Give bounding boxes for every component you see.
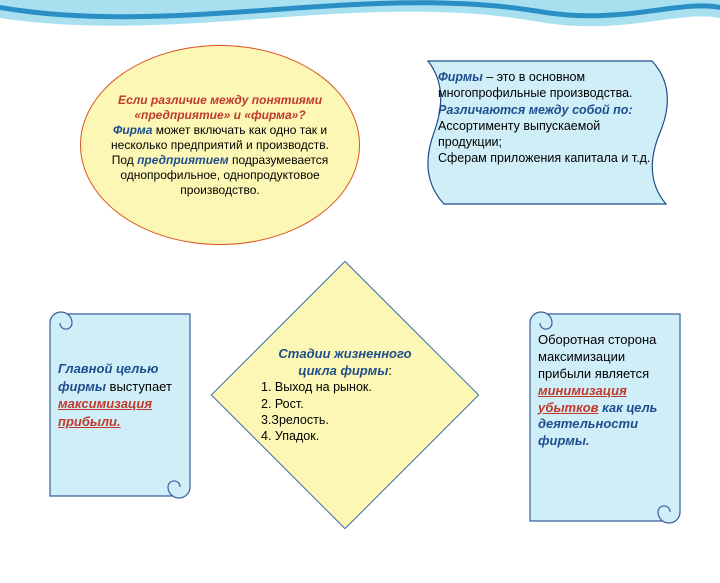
scroll-right-text: Оборотная сторона максимизации прибыли я… (538, 332, 676, 450)
cloud-firms-definition: Фирмы – это в основном многопрофильные п… (420, 55, 680, 210)
scroll-loss-minimization: Оборотная сторона максимизации прибыли я… (520, 310, 690, 525)
ellipse-firm-vs-enterprise: Если различие между понятиями «предприят… (80, 45, 360, 245)
cloud-text: Фирмы – это в основном многопрофильные п… (438, 69, 658, 167)
scroll-main-goal: Главной целью фирмы выступает максимизац… (40, 310, 200, 500)
diamond-content: Стадии жизненного цикла фирмы:1. Выход н… (251, 301, 439, 489)
wave-decoration (0, 0, 720, 50)
ellipse-text: Если различие между понятиями «предприят… (109, 93, 331, 198)
diamond-text: Стадии жизненного цикла фирмы:1. Выход н… (261, 346, 429, 445)
scroll-left-text: Главной целью фирмы выступает максимизац… (58, 360, 186, 430)
diamond-lifecycle: Стадии жизненного цикла фирмы:1. Выход н… (211, 261, 480, 530)
